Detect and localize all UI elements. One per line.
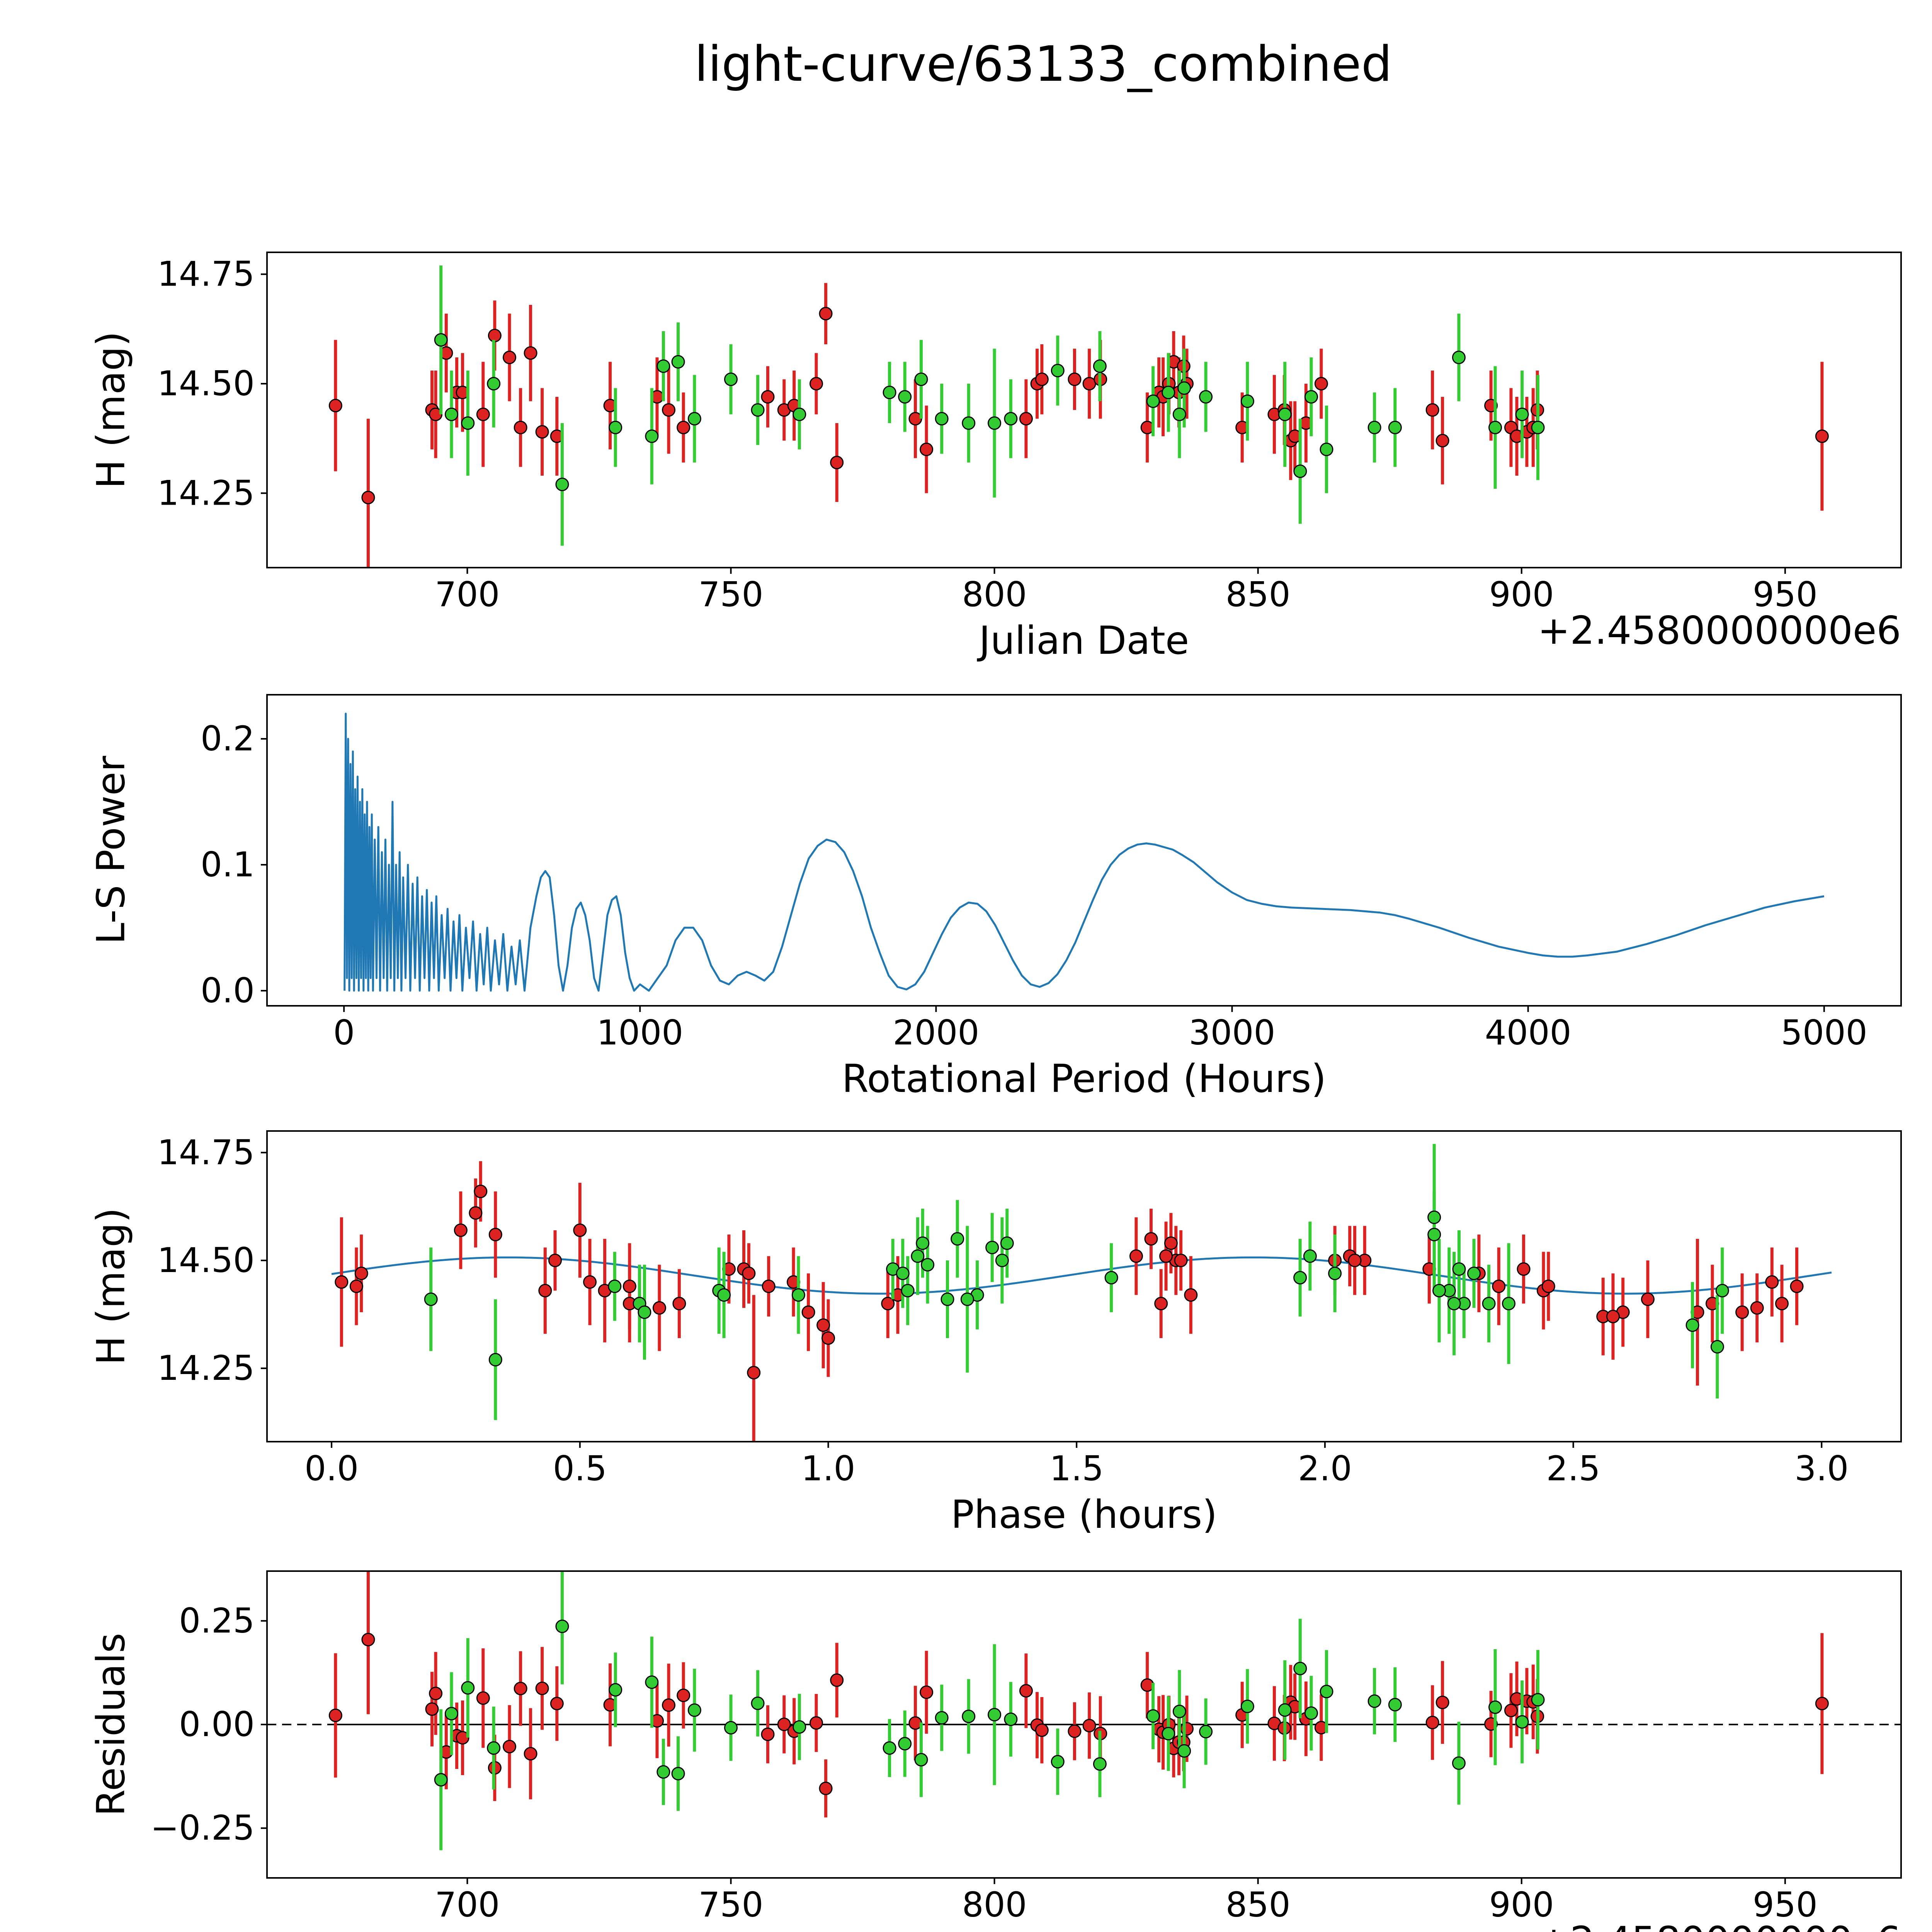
residuals-red-series bbox=[328, 1571, 1829, 1818]
ytick-label: 14.50 bbox=[157, 364, 255, 403]
residuals-green-series bbox=[434, 1571, 1545, 1850]
xtick-label: 1000 bbox=[597, 1013, 683, 1053]
ylabel-h-mag-top: H (mag) bbox=[88, 331, 134, 489]
ytick-label: 0.2 bbox=[201, 719, 255, 759]
panel-residuals-plot-area bbox=[267, 1571, 1901, 1850]
xtick-label: 950 bbox=[1753, 1885, 1818, 1925]
x-offset-text-bottom: +2.4580000000e6 bbox=[267, 1918, 1901, 1932]
phase-green-series bbox=[424, 1144, 1729, 1420]
ytick-label: 0.0 bbox=[201, 971, 255, 1010]
xtick-label: 950 bbox=[1753, 575, 1818, 614]
ytick-label: 0.1 bbox=[201, 845, 255, 884]
xtick-label: 750 bbox=[699, 575, 764, 614]
ytick-label: 14.25 bbox=[157, 473, 255, 513]
xtick-label: 800 bbox=[962, 1885, 1027, 1925]
ylabel-h-mag-phase: H (mag) bbox=[88, 1208, 134, 1365]
figure-title: light-curve/63133_combined bbox=[694, 36, 1392, 92]
xtick-label: 3000 bbox=[1189, 1013, 1276, 1053]
xlabel-julian-date-top: Julian Date bbox=[979, 618, 1189, 663]
sinusoid-fit-curve bbox=[331, 1256, 1832, 1295]
lightcurve-red-series bbox=[328, 283, 1829, 568]
xtick-label: 750 bbox=[699, 1885, 764, 1925]
xtick-label: 900 bbox=[1489, 1885, 1554, 1925]
ytick-label: 0.25 bbox=[179, 1601, 255, 1641]
xtick-label: 850 bbox=[1226, 1885, 1291, 1925]
xlabel-rotational-period: Rotational Period (Hours) bbox=[842, 1056, 1327, 1101]
ytick-label: 14.75 bbox=[157, 254, 255, 294]
ytick-label: 14.75 bbox=[157, 1133, 255, 1172]
ylabel-ls-power: L-S Power bbox=[88, 756, 134, 944]
panel-lightcurve-plot-area bbox=[328, 265, 1829, 568]
panel-periodogram-frame bbox=[266, 694, 1902, 1007]
x-offset-text-top: +2.4580000000e6 bbox=[1537, 608, 1901, 653]
ytick-label: 0.00 bbox=[179, 1704, 255, 1744]
xtick-label: 2000 bbox=[893, 1013, 979, 1053]
ls-power-curve bbox=[344, 713, 1825, 992]
panel-phase-frame bbox=[266, 1130, 1902, 1442]
xlabel-julian-date-bottom: Julian Date bbox=[267, 1928, 1901, 1932]
xtick-label: 4000 bbox=[1485, 1013, 1571, 1053]
xtick-label: 700 bbox=[435, 1885, 500, 1925]
lightcurve-green-series bbox=[434, 265, 1545, 546]
xtick-label: 900 bbox=[1489, 575, 1554, 614]
ytick-label: 14.50 bbox=[157, 1240, 255, 1280]
xtick-label: 0 bbox=[333, 1013, 355, 1053]
xtick-label: 1.0 bbox=[801, 1449, 855, 1488]
xtick-label: 1.5 bbox=[1049, 1449, 1104, 1488]
xtick-label: 2.5 bbox=[1546, 1449, 1600, 1488]
panel-phase-plot-area bbox=[331, 1144, 1832, 1442]
xtick-label: 0.5 bbox=[553, 1449, 607, 1488]
ylabel-residuals: Residuals bbox=[88, 1633, 134, 1816]
xtick-label: 2.0 bbox=[1298, 1449, 1352, 1488]
panel-lightcurve-frame bbox=[266, 252, 1902, 568]
panel-periodogram-plot-area bbox=[344, 713, 1825, 992]
xtick-label: 700 bbox=[435, 575, 500, 614]
xtick-label: 0.0 bbox=[304, 1449, 359, 1488]
xtick-label: 3.0 bbox=[1794, 1449, 1849, 1488]
xtick-label: 5000 bbox=[1781, 1013, 1867, 1053]
ytick-label: −0.25 bbox=[150, 1808, 255, 1848]
phase-red-series bbox=[335, 1161, 1804, 1442]
xtick-label: 850 bbox=[1226, 575, 1291, 614]
xlabel-phase-hours: Phase (hours) bbox=[951, 1492, 1218, 1537]
ytick-label: 14.25 bbox=[157, 1348, 255, 1388]
xtick-label: 800 bbox=[962, 575, 1027, 614]
